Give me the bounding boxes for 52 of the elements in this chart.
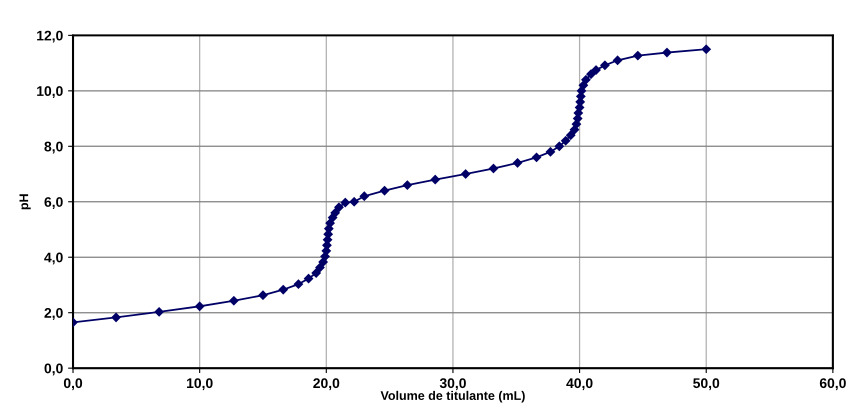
point — [581, 75, 591, 84]
point — [532, 152, 542, 162]
point — [546, 147, 556, 156]
point — [294, 280, 304, 289]
point — [195, 302, 204, 311]
point — [578, 80, 588, 90]
x-tick-label: 60,0 — [820, 378, 846, 390]
y-tick-label: 8,0 — [44, 142, 63, 154]
point — [154, 307, 164, 316]
point — [612, 56, 622, 65]
point — [334, 202, 344, 212]
x-tick-label: 30,0 — [440, 378, 466, 390]
point — [600, 60, 610, 70]
x-tick-label: 20,0 — [313, 378, 340, 390]
x-axis-title: Volume de titulante (mL) — [380, 390, 525, 402]
x-tick-label: 50,0 — [693, 378, 720, 390]
point — [360, 192, 369, 201]
point — [380, 186, 390, 196]
point — [350, 197, 359, 206]
x-tick-label: 10,0 — [187, 378, 213, 390]
point — [258, 290, 268, 300]
point — [325, 218, 335, 228]
point — [586, 70, 596, 79]
point — [312, 268, 321, 278]
y-tick-label: 12,0 — [37, 30, 63, 43]
point — [561, 136, 570, 146]
point — [633, 50, 642, 60]
x-tick-label: 40,0 — [566, 378, 593, 390]
y-tick-label: 4,0 — [44, 252, 63, 264]
point — [430, 174, 440, 184]
point — [229, 296, 238, 306]
point — [460, 169, 470, 179]
point — [402, 180, 412, 190]
point — [304, 274, 314, 284]
point — [702, 44, 711, 54]
y-tick-label: 2,0 — [44, 308, 63, 320]
point — [662, 48, 672, 58]
y-tick-label: 0,0 — [44, 363, 63, 376]
point — [340, 198, 350, 208]
point — [512, 158, 522, 168]
point — [111, 312, 121, 322]
y-axis-title: pH — [20, 194, 31, 210]
point — [488, 164, 498, 174]
point — [591, 65, 601, 75]
point — [566, 130, 576, 140]
y-tick-label: 10,0 — [37, 86, 63, 98]
point — [330, 208, 340, 218]
x-tick-label: 0,0 — [64, 378, 82, 390]
point — [554, 142, 564, 151]
y-tick-label: 6,0 — [44, 197, 63, 209]
point — [278, 285, 288, 294]
point — [315, 262, 325, 272]
